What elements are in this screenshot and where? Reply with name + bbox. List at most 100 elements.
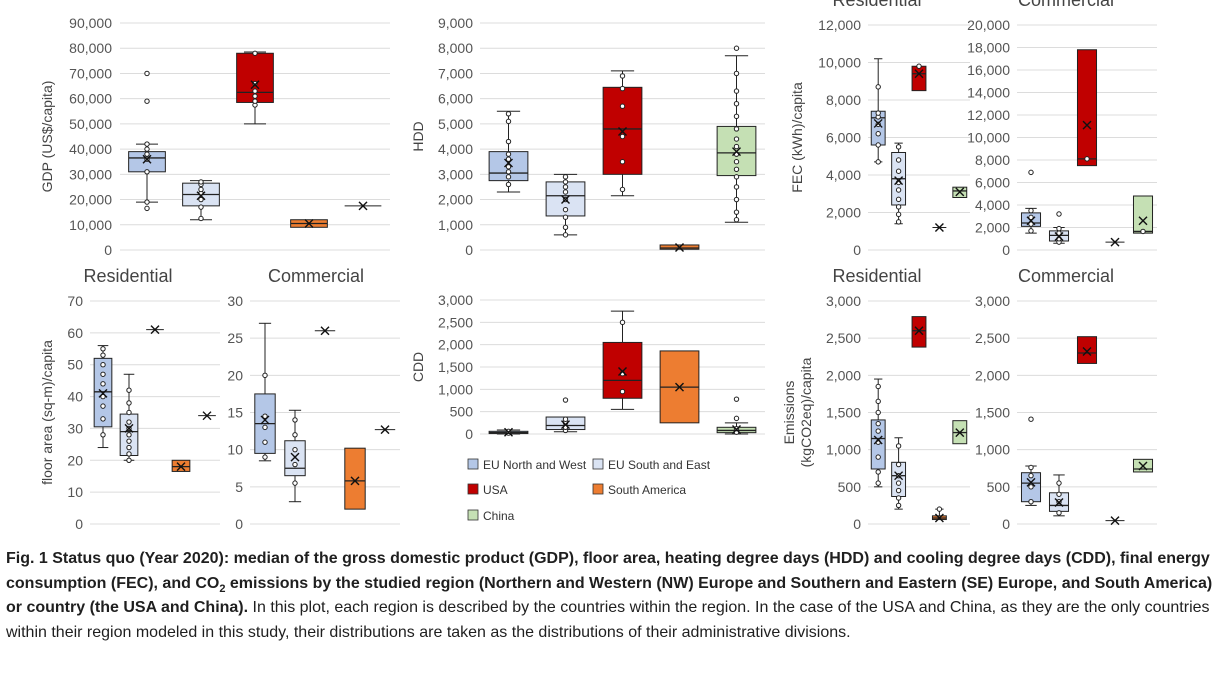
panel-hdd: 0 1,000 2,000 3,000 4,000 5,000 6,000 7,000 8,00…: [410, 15, 765, 258]
panel-title: Residential: [832, 266, 921, 286]
y-tick-label: 5,000: [438, 116, 473, 132]
y-tick-label: 70,000: [69, 65, 112, 81]
data-point: [895, 443, 902, 449]
data-point: [198, 179, 204, 185]
data-point: [505, 181, 512, 188]
legend-swatch: [467, 458, 479, 470]
caption-bold-sub: 2: [219, 582, 226, 595]
data-point: [144, 151, 150, 157]
y-tick-label: 2,000: [826, 367, 861, 383]
y-tick-label: 30: [227, 293, 243, 309]
data-point: [562, 416, 569, 422]
figure-canvas: 0 10,000 20,000 30,000 40,000 50,000 60,000 70,…: [39, 0, 1157, 532]
data-point: [562, 189, 569, 195]
box-SA: [1105, 516, 1125, 526]
y-tick-label: 12,000: [818, 17, 861, 33]
mean-marker: [561, 195, 570, 205]
mean-marker: [304, 219, 314, 229]
data-point: [619, 319, 626, 326]
data-point: [144, 70, 150, 77]
data-point: [875, 84, 881, 90]
box-EU_NW: [870, 58, 886, 165]
panel-cdd: 0 500 1,000 1,500 2,000 2,500 3,000 CDD: [410, 292, 765, 442]
mean-marker: [202, 411, 212, 421]
mean-marker: [894, 176, 904, 186]
data-point: [126, 444, 132, 451]
data-point: [1028, 214, 1034, 221]
box-USA: [602, 70, 643, 197]
y-tick-label: 5: [235, 479, 243, 495]
y-tick-label: 10,000: [967, 130, 1010, 146]
data-point: [733, 184, 740, 190]
data-point: [252, 50, 258, 56]
y-tick-label: 14,000: [967, 85, 1010, 101]
box-EU_SE: [891, 437, 907, 510]
y-tick-label: 2,000: [975, 367, 1010, 383]
box-iqr: [344, 447, 366, 510]
data-point: [100, 416, 106, 422]
box-USA: [911, 63, 927, 92]
box-EU_NW: [93, 345, 113, 449]
mean-marker: [873, 118, 883, 128]
box-EU_SE: [1048, 474, 1070, 517]
data-point: [100, 352, 106, 358]
caption-text: In this plot, each region is described b…: [6, 599, 1210, 641]
legend: EU North and West EU South and East USA Sou…: [467, 458, 711, 523]
y-tick-label: 0: [1002, 242, 1010, 258]
panel-title: Commercial: [268, 266, 364, 286]
data-point: [505, 111, 512, 117]
data-point: [875, 398, 881, 405]
y-tick-label: 70: [67, 293, 83, 309]
panel-title: Residential: [83, 266, 172, 286]
data-point: [733, 136, 740, 142]
mean-marker: [1110, 237, 1120, 247]
data-point: [292, 461, 298, 468]
legend-label: EU South and East: [608, 458, 711, 472]
box-EU_NW: [488, 427, 529, 437]
data-point: [733, 209, 740, 215]
data-point: [144, 146, 150, 152]
data-point: [126, 457, 132, 463]
data-point: [562, 397, 569, 403]
y-tick-label: 2,000: [826, 205, 861, 221]
y-tick-label: 20: [227, 367, 243, 383]
data-point: [562, 174, 569, 180]
y-tick-label: 3,000: [438, 166, 473, 182]
y-tick-label: 0: [1002, 516, 1010, 532]
data-point: [733, 174, 740, 180]
box-iqr: [1076, 336, 1098, 364]
data-point: [733, 217, 740, 223]
y-tick-label: 30: [67, 420, 83, 436]
data-point: [895, 487, 902, 494]
box-EU_NW: [1020, 416, 1042, 506]
box-USA: [314, 326, 336, 336]
data-point: [1140, 228, 1146, 235]
data-point: [733, 113, 740, 120]
data-point: [1056, 480, 1062, 486]
box-China: [198, 411, 216, 421]
figure: 0 10,000 20,000 30,000 40,000 50,000 60,000 70,…: [39, 0, 1157, 532]
data-point: [875, 383, 881, 390]
panel-em_res: 0 500 1,000 1,500 2,000 2,500 3,000 Residential…: [781, 266, 970, 532]
legend-swatch: [592, 458, 604, 470]
mean-marker: [260, 415, 270, 425]
box-EU_NW: [254, 322, 276, 462]
y-tick-label: 500: [987, 479, 1011, 495]
data-point: [733, 101, 740, 107]
y-tick-label: 2,000: [975, 220, 1010, 236]
data-point: [252, 98, 258, 104]
panel-fec_com: 0 2,000 4,000 6,000 8,000 10,000 12,000 14,000 1…: [967, 0, 1157, 258]
y-tick-label: 90,000: [69, 15, 112, 31]
box-SA: [344, 447, 366, 510]
data-point: [875, 454, 881, 460]
box-SA: [659, 242, 700, 252]
mean-marker: [561, 420, 570, 430]
data-point: [126, 438, 132, 444]
mean-marker: [358, 201, 368, 211]
data-point: [252, 88, 258, 94]
y-tick-label: 60: [67, 325, 83, 341]
data-point: [619, 85, 626, 92]
y-tick-label: 50,000: [69, 116, 112, 132]
y-tick-label: 500: [450, 404, 474, 420]
y-tick-label: 3,000: [826, 293, 861, 309]
